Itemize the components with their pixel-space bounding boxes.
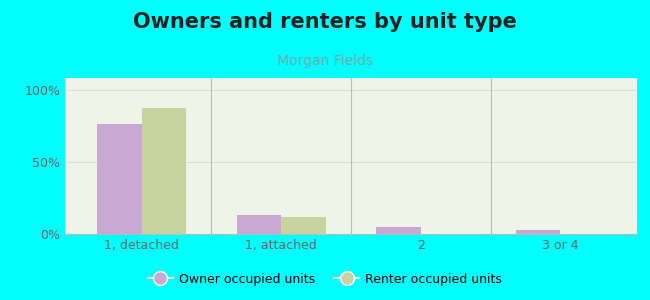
Bar [97, 124, 142, 234]
Bar [237, 215, 281, 234]
Text: Morgan Fields: Morgan Fields [277, 54, 373, 68]
Bar [142, 108, 187, 234]
Bar [281, 217, 326, 234]
Bar [376, 227, 421, 234]
Bar [515, 230, 560, 234]
Legend: Owner occupied units, Renter occupied units: Owner occupied units, Renter occupied un… [143, 268, 507, 291]
Text: Owners and renters by unit type: Owners and renters by unit type [133, 12, 517, 32]
